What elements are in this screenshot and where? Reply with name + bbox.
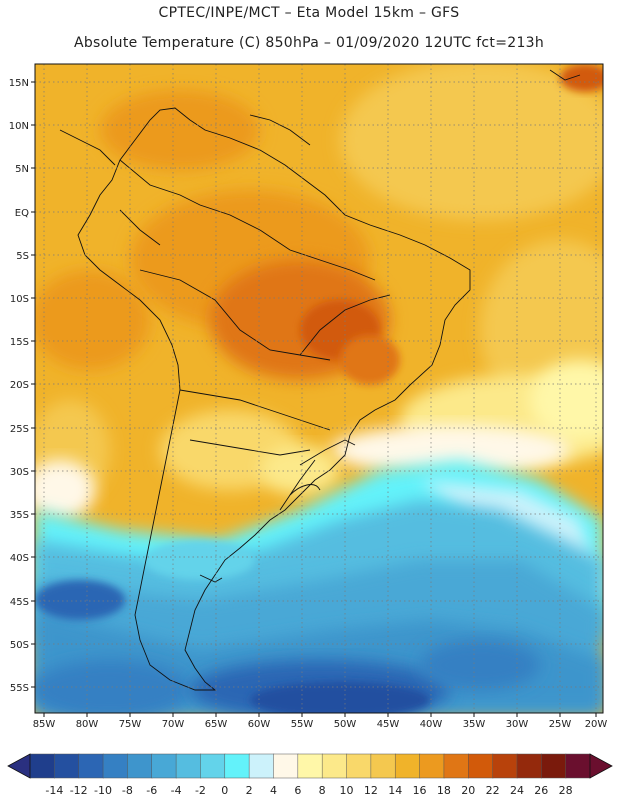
colorbar-swatch xyxy=(516,753,542,779)
lat-label: 15S xyxy=(10,337,29,348)
colorbar-swatch xyxy=(443,753,469,779)
colorbar-label: 14 xyxy=(388,784,402,797)
colorbar-label: 20 xyxy=(461,784,475,797)
lon-label: 50W xyxy=(334,719,357,730)
colorbar-left-arrow xyxy=(7,753,31,779)
lon-label: 20W xyxy=(585,719,608,730)
colorbar-swatch xyxy=(346,753,372,779)
colorbar-swatch xyxy=(419,753,445,779)
lon-label: 40W xyxy=(420,719,443,730)
lat-label: 5N xyxy=(15,164,29,175)
colorbar-swatch xyxy=(541,753,567,779)
colorbar-swatch xyxy=(273,753,299,779)
colorbar-swatch xyxy=(151,753,177,779)
colorbar-swatch xyxy=(54,753,80,779)
colorbar-label: 18 xyxy=(437,784,451,797)
colorbar-label: -2 xyxy=(195,784,206,797)
colorbar-swatch xyxy=(370,753,396,779)
lon-label: 70W xyxy=(162,719,185,730)
latitude-labels: 15N 10N 5N EQ 5S 10S 15S 20S 25S 30S 35S… xyxy=(9,78,29,694)
lat-label: 35S xyxy=(10,510,29,521)
colorbar-label: 4 xyxy=(270,784,277,797)
lon-label: 35W xyxy=(463,719,486,730)
colorbar-label: 26 xyxy=(534,784,548,797)
colorbar-swatches xyxy=(29,753,591,779)
lat-label: 45S xyxy=(10,597,29,608)
lat-label: EQ xyxy=(15,208,29,219)
lon-label: 85W xyxy=(33,719,56,730)
lon-label: 60W xyxy=(248,719,271,730)
axis-ticks xyxy=(31,81,597,717)
colorbar-swatch xyxy=(224,753,250,779)
lat-label: 20S xyxy=(10,380,29,391)
colorbar-label: 10 xyxy=(340,784,354,797)
colorbar-swatch xyxy=(565,753,591,779)
lat-label: 50S xyxy=(10,640,29,651)
colorbar-label: 22 xyxy=(486,784,500,797)
lon-label: 75W xyxy=(119,719,142,730)
colorbar-label: -8 xyxy=(122,784,133,797)
colorbar-swatch xyxy=(468,753,494,779)
gridlines xyxy=(35,64,603,713)
colorbar-label: -14 xyxy=(45,784,63,797)
lat-label: 15N xyxy=(9,78,29,89)
colorbar-swatch xyxy=(321,753,348,779)
longitude-labels: 85W 80W 75W 70W 65W 60W 55W 50W 45W 40W … xyxy=(33,719,608,730)
colorbar-swatch xyxy=(78,753,104,779)
colorbar-right-arrow xyxy=(589,753,613,779)
colorbar-swatch xyxy=(200,753,226,779)
lon-label: 80W xyxy=(76,719,99,730)
colorbar-label: -12 xyxy=(70,784,88,797)
colorbar-label: 16 xyxy=(413,784,427,797)
colorbar-label: 8 xyxy=(319,784,326,797)
colorbar-label: -6 xyxy=(146,784,157,797)
title-line-2: Absolute Temperature (C) 850hPa – 01/09/… xyxy=(73,35,545,51)
lon-label: 65W xyxy=(205,719,228,730)
lat-label: 55S xyxy=(10,683,29,694)
title-line-1: CPTEC/INPE/MCT – Eta Model 15km – GFS xyxy=(158,5,460,21)
colorbar-swatch xyxy=(492,753,518,779)
colorbar-label: -4 xyxy=(171,784,182,797)
lon-label: 30W xyxy=(506,719,529,730)
lon-label: 55W xyxy=(291,719,314,730)
map-frame xyxy=(34,63,604,714)
lat-label: 40S xyxy=(10,553,29,564)
lat-label: 5S xyxy=(16,251,29,262)
lat-label: 10S xyxy=(10,294,29,305)
colorbar-labels: -14 -12 -10 -8 -6 -4 -2 0 2 4 6 8 10 12 14 16 18 20 22 24 26… xyxy=(45,784,572,797)
temperature-field xyxy=(35,64,603,713)
colorbar-label: 0 xyxy=(221,784,228,797)
colorbar-swatch xyxy=(394,753,421,779)
colorbar-swatch xyxy=(297,753,323,779)
lat-label: 10N xyxy=(9,121,29,132)
colorbar-swatch xyxy=(175,753,202,779)
coastlines xyxy=(59,69,581,691)
colorbar-label: 12 xyxy=(364,784,378,797)
colorbar-swatch xyxy=(127,753,153,779)
colorbar-swatch xyxy=(29,753,55,779)
colorbar-label: -10 xyxy=(94,784,112,797)
colorbar-label: 6 xyxy=(294,784,301,797)
colorbar-swatch xyxy=(248,753,275,779)
colorbar-label: 24 xyxy=(510,784,524,797)
lon-label: 25W xyxy=(549,719,572,730)
lat-label: 30S xyxy=(10,467,29,478)
colorbar-label: 2 xyxy=(246,784,253,797)
colorbar-label: 28 xyxy=(559,784,573,797)
lat-label: 25S xyxy=(10,424,29,435)
lon-label: 45W xyxy=(377,719,400,730)
colorbar-swatch xyxy=(102,753,129,779)
colorbar: -14 -12 -10 -8 -6 -4 -2 0 2 4 6 8 10 12 14 16 18 20 22 24 26… xyxy=(7,753,613,797)
